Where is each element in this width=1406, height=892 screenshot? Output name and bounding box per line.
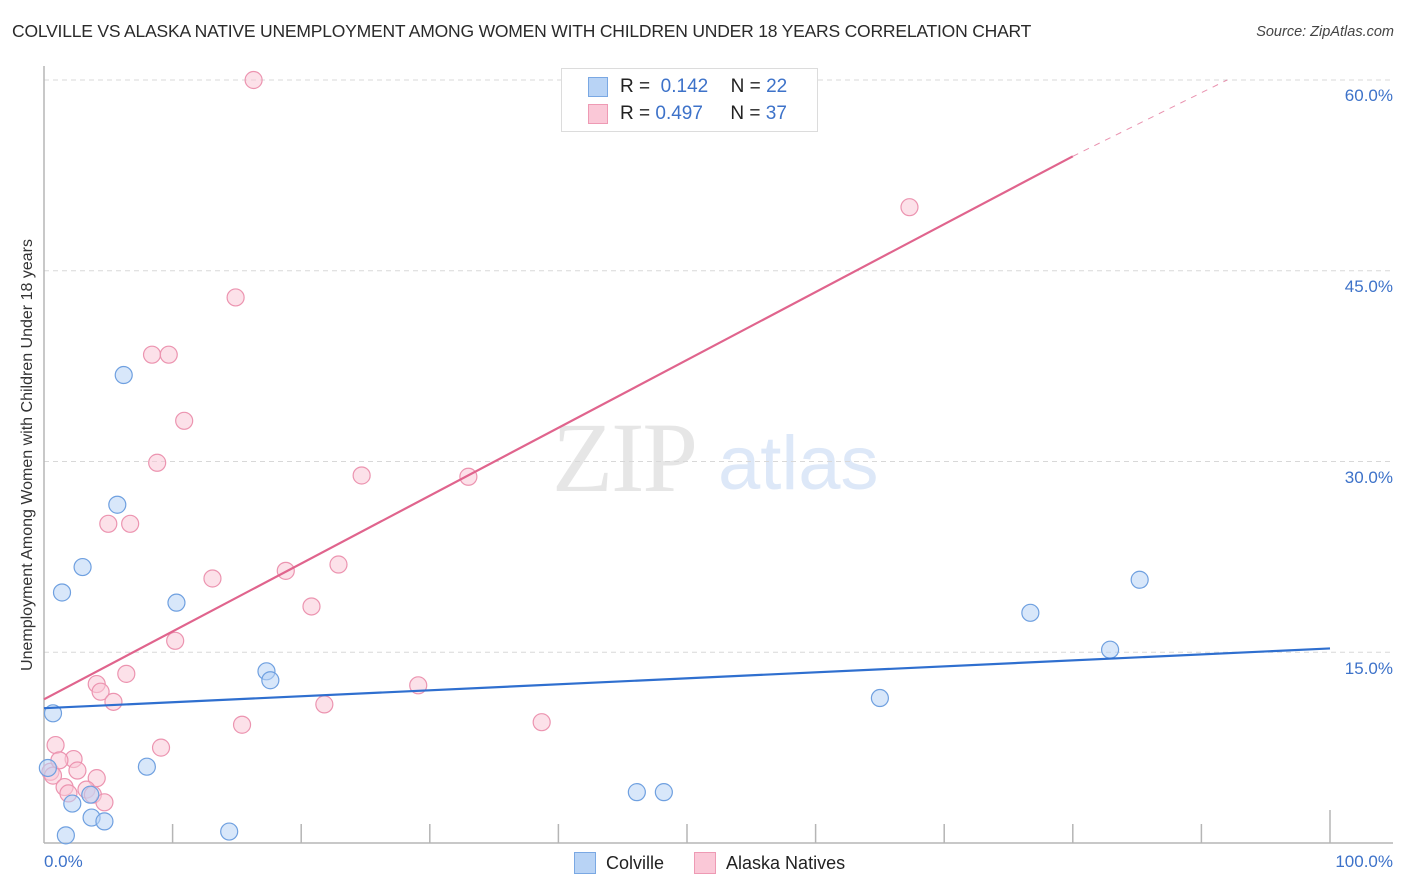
data-point[interactable] <box>532 713 551 732</box>
r-value-alaska: 0.497 <box>655 103 703 124</box>
data-point[interactable] <box>56 826 75 845</box>
n-label: N = <box>730 76 761 97</box>
data-point[interactable] <box>114 365 133 385</box>
n-label: N = <box>730 103 761 124</box>
data-point[interactable] <box>151 738 171 757</box>
data-point[interactable] <box>142 345 162 364</box>
data-point[interactable] <box>148 453 167 472</box>
data-point[interactable] <box>352 466 371 485</box>
x-tick-100: 100.0% <box>1335 852 1393 871</box>
data-point[interactable] <box>226 288 245 307</box>
y-tick-30: 30.0% <box>1344 468 1393 487</box>
data-point[interactable] <box>203 569 222 588</box>
r-label: R = <box>620 76 651 97</box>
source-label: Source: ZipAtlas.com <box>1256 24 1394 40</box>
data-point[interactable] <box>91 682 110 701</box>
data-point[interactable] <box>121 514 140 533</box>
alaska-swatch <box>588 104 608 124</box>
series-legend: Colville Alaska Natives <box>574 852 875 874</box>
data-point[interactable] <box>117 664 136 683</box>
data-point[interactable] <box>261 671 280 690</box>
data-point[interactable] <box>159 345 178 364</box>
data-point[interactable] <box>232 715 252 734</box>
data-point[interactable] <box>315 695 334 714</box>
alaska-natives-points <box>41 70 919 812</box>
legend-label-colville: Colville <box>606 852 665 873</box>
colville-swatch <box>588 77 608 97</box>
data-point[interactable] <box>167 593 186 612</box>
chart-title: COLVILLE VS ALASKA NATIVE UNEMPLOYMENT A… <box>12 21 1032 41</box>
data-point[interactable] <box>46 735 65 755</box>
data-point[interactable] <box>459 467 478 486</box>
data-point[interactable] <box>302 597 321 616</box>
y-tick-45: 45.0% <box>1344 277 1393 296</box>
data-point[interactable] <box>95 812 114 831</box>
data-point[interactable] <box>52 583 72 602</box>
data-point[interactable] <box>220 822 239 841</box>
data-point[interactable] <box>63 794 82 813</box>
legend-label-alaska: Alaska Natives <box>726 852 846 873</box>
data-point[interactable] <box>108 495 127 514</box>
data-point[interactable] <box>1130 570 1149 589</box>
r-label: R = <box>620 103 651 124</box>
colville-points <box>38 365 1149 845</box>
n-value-alaska: 37 <box>765 103 787 124</box>
colville-swatch <box>574 852 596 874</box>
data-point[interactable] <box>175 411 194 430</box>
n-value-colville: 22 <box>766 76 788 97</box>
data-point[interactable] <box>900 198 919 217</box>
data-point[interactable] <box>81 785 100 804</box>
data-point[interactable] <box>73 557 92 577</box>
legend-item-colville[interactable]: Colville <box>574 852 664 874</box>
data-point[interactable] <box>137 757 156 776</box>
y-tick-60: 60.0% <box>1344 86 1393 105</box>
colville-trend-line <box>43 647 1331 710</box>
data-point[interactable] <box>166 631 185 650</box>
legend-row-alaska: R = 0.497 N = 37 <box>588 103 787 125</box>
data-point[interactable] <box>870 688 890 708</box>
gridlines <box>44 79 1393 653</box>
trend-lines <box>43 79 1331 710</box>
stats-legend: R = 0.142 N = 22 R = 0.497 N = 37 <box>561 68 818 132</box>
legend-item-alaska[interactable]: Alaska Natives <box>694 852 845 874</box>
alaska-trend-extension <box>1072 79 1228 157</box>
data-point[interactable] <box>1100 640 1120 659</box>
legend-row-colville: R = 0.142 N = 22 <box>588 76 787 98</box>
r-value-colville: 0.142 <box>660 76 709 97</box>
data-point[interactable] <box>244 70 263 90</box>
data-point[interactable] <box>329 555 348 574</box>
alaska-trend-line <box>43 155 1074 701</box>
data-point[interactable] <box>95 793 114 812</box>
alaska-swatch <box>694 852 717 874</box>
watermark-zip: ZIP <box>552 402 698 513</box>
data-point[interactable] <box>104 692 123 711</box>
data-point[interactable] <box>99 514 118 533</box>
data-point[interactable] <box>68 761 87 780</box>
y-tick-15: 15.0% <box>1344 659 1393 678</box>
x-tick-0: 0.0% <box>44 852 83 871</box>
data-point[interactable] <box>1021 603 1040 622</box>
data-point[interactable] <box>654 783 673 802</box>
data-point[interactable] <box>38 758 57 778</box>
data-point[interactable] <box>627 783 646 802</box>
watermark-atlas: atlas <box>718 421 879 506</box>
